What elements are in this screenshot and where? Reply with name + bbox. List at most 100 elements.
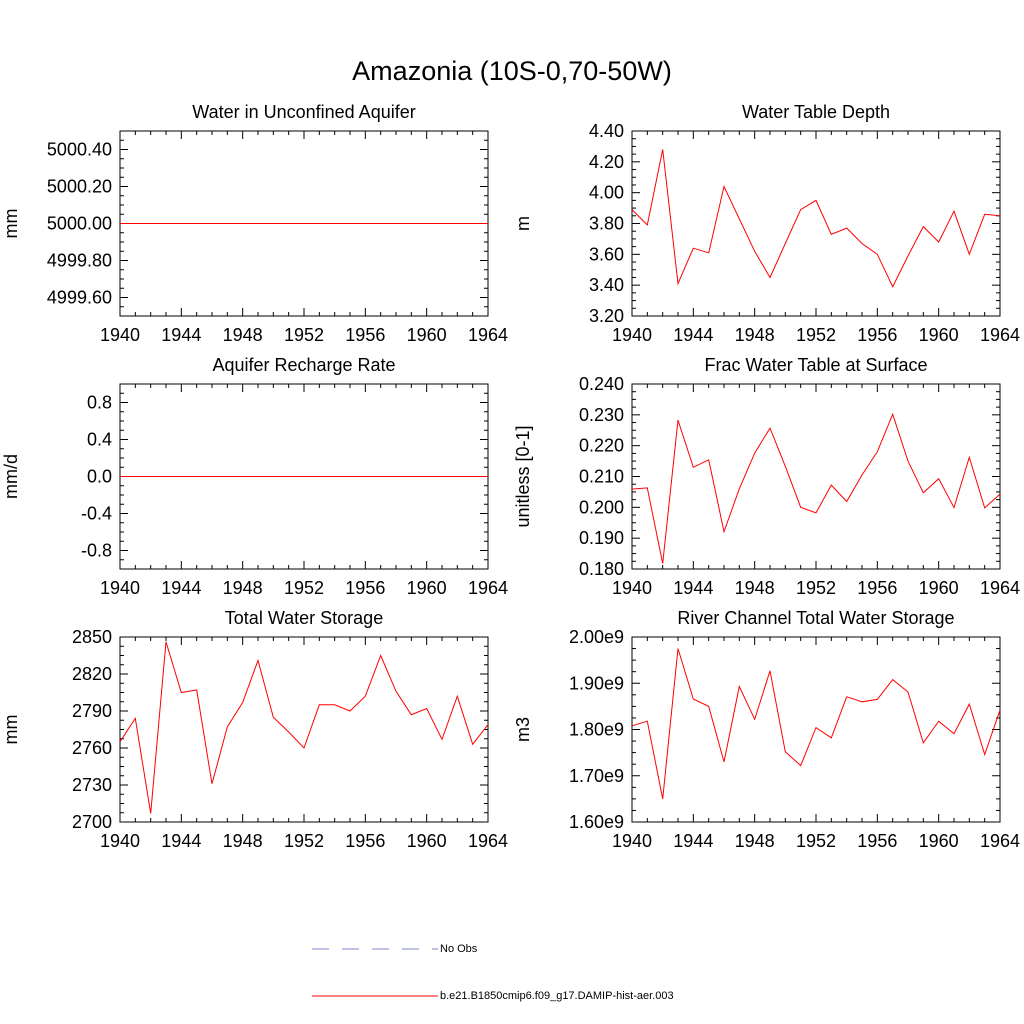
legend-swatch-simulation	[312, 995, 438, 997]
panel-aquifer-recharge-rate: Aquifer Recharge Rate mm/d 1940 1944 1948 195…	[1, 355, 508, 598]
x-tick-label: 1956	[857, 578, 897, 598]
x-tick-label: 1944	[161, 831, 201, 851]
x-tick-label: 1952	[796, 578, 836, 598]
y-tick-label: 0.220	[579, 436, 624, 456]
x-tick-label: 1944	[673, 578, 713, 598]
x-tick-label: 1944	[161, 578, 201, 598]
series-line-0	[631, 149, 1001, 288]
y-tick-label: 0.230	[579, 405, 624, 425]
x-tick-label: 1956	[345, 578, 385, 598]
x-tick-label: 1960	[407, 831, 447, 851]
x-tick-label: 1956	[857, 831, 897, 851]
series-line-0	[631, 648, 1001, 799]
y-tick-label: 0.8	[87, 393, 112, 413]
panel-frac-water-table-at-surface: Frac Water Table at Surface unitless [0-1…	[513, 355, 1020, 598]
x-tick-label: 1964	[980, 578, 1020, 598]
x-tick-label: 1940	[100, 325, 140, 345]
y-tick-label: 3.80	[589, 214, 624, 234]
y-axis-label: mm	[1, 715, 21, 745]
x-tick-label: 1960	[919, 325, 959, 345]
y-tick-label: 1.60e9	[569, 812, 624, 832]
x-tick-label: 1948	[735, 831, 775, 851]
x-tick-label: 1956	[857, 325, 897, 345]
y-axis-label: mm	[1, 209, 21, 239]
y-tick-label: 3.60	[589, 244, 624, 264]
y-tick-label: 1.70e9	[569, 766, 624, 786]
panel-water-in-unconfined-aquifer: Water in Unconfined Aquifer mm 1940 1944 194…	[1, 102, 508, 345]
legend-label-no-obs: No Obs	[440, 943, 478, 955]
y-tick-label: 2790	[72, 701, 112, 721]
x-tick-label: 1940	[100, 578, 140, 598]
panel-title: Frac Water Table at Surface	[704, 355, 927, 375]
x-tick-label: 1940	[612, 578, 652, 598]
y-tick-label: 5000.00	[47, 214, 112, 234]
legend-entry-no-obs: No Obs	[312, 940, 812, 960]
y-tick-label: 2730	[72, 775, 112, 795]
x-tick-label: 1948	[735, 325, 775, 345]
x-tick-label: 1952	[796, 325, 836, 345]
y-axis-label: mm/d	[1, 454, 21, 499]
y-tick-label: 2760	[72, 738, 112, 758]
y-tick-label: 5000.40	[47, 140, 112, 160]
panel-water-table-depth: Water Table Depth m 1940 1944 1948 1952 1956 19…	[513, 102, 1020, 345]
y-tick-label: -0.8	[81, 541, 112, 561]
y-tick-label: 2700	[72, 812, 112, 832]
legend-label-simulation: b.e21.B1850cmip6.f09_g17.DAMIP-hist-aer.…	[440, 990, 674, 1002]
x-tick-label: 1960	[919, 578, 959, 598]
plot-frame	[631, 636, 1001, 823]
panel-title: Water Table Depth	[742, 102, 890, 122]
y-tick-label: 4.00	[589, 183, 624, 203]
x-tick-label: 1952	[284, 325, 324, 345]
x-tick-label: 1964	[980, 325, 1020, 345]
plot-frame	[631, 383, 1001, 570]
series-line-0	[631, 412, 1001, 564]
y-axis-label: m	[513, 216, 533, 231]
main-title: Amazonia (10S-0,70-50W)	[352, 56, 672, 86]
y-tick-label: 0.190	[579, 528, 624, 548]
x-tick-label: 1940	[612, 325, 652, 345]
panel-total-water-storage: Total Water Storage mm 1940 1944 1948 1952 195…	[1, 608, 508, 851]
y-tick-label: 3.40	[589, 275, 624, 295]
y-tick-label: 4.20	[589, 152, 624, 172]
y-tick-label: 0.210	[579, 467, 624, 487]
x-tick-label: 1940	[612, 831, 652, 851]
x-tick-label: 1948	[735, 578, 775, 598]
y-tick-label: 4999.80	[47, 251, 112, 271]
x-tick-label: 1944	[673, 831, 713, 851]
y-tick-label: 1.90e9	[569, 673, 624, 693]
x-tick-label: 1944	[673, 325, 713, 345]
panel-title: Water in Unconfined Aquifer	[192, 102, 415, 122]
y-tick-label: 0.200	[579, 497, 624, 517]
y-axis-label: m3	[513, 717, 533, 742]
panel-title: Aquifer Recharge Rate	[212, 355, 395, 375]
x-tick-label: 1952	[796, 831, 836, 851]
panel-title: Total Water Storage	[225, 608, 383, 628]
y-tick-label: 2850	[72, 627, 112, 647]
x-tick-label: 1964	[468, 325, 508, 345]
y-tick-label: 2820	[72, 664, 112, 684]
y-tick-label: 4999.60	[47, 288, 112, 308]
y-tick-label: 2.00e9	[569, 627, 624, 647]
x-tick-label: 1940	[100, 831, 140, 851]
x-tick-label: 1964	[468, 831, 508, 851]
x-tick-label: 1944	[161, 325, 201, 345]
y-tick-label: -0.4	[81, 504, 112, 524]
x-tick-label: 1964	[980, 831, 1020, 851]
legend-swatch-no-obs	[312, 948, 438, 950]
x-tick-label: 1952	[284, 578, 324, 598]
x-tick-label: 1956	[345, 831, 385, 851]
x-tick-label: 1948	[223, 325, 263, 345]
panel-title: River Channel Total Water Storage	[677, 608, 954, 628]
x-tick-label: 1948	[223, 578, 263, 598]
y-tick-label: 0.240	[579, 374, 624, 394]
x-tick-label: 1964	[468, 578, 508, 598]
plot-frame	[631, 130, 1001, 317]
x-tick-label: 1960	[919, 831, 959, 851]
plot-frame	[119, 636, 489, 823]
x-tick-label: 1960	[407, 578, 447, 598]
legend-entry-simulation: b.e21.B1850cmip6.f09_g17.DAMIP-hist-aer.…	[312, 988, 872, 1008]
series-line-0	[119, 641, 489, 814]
x-tick-label: 1960	[407, 325, 447, 345]
